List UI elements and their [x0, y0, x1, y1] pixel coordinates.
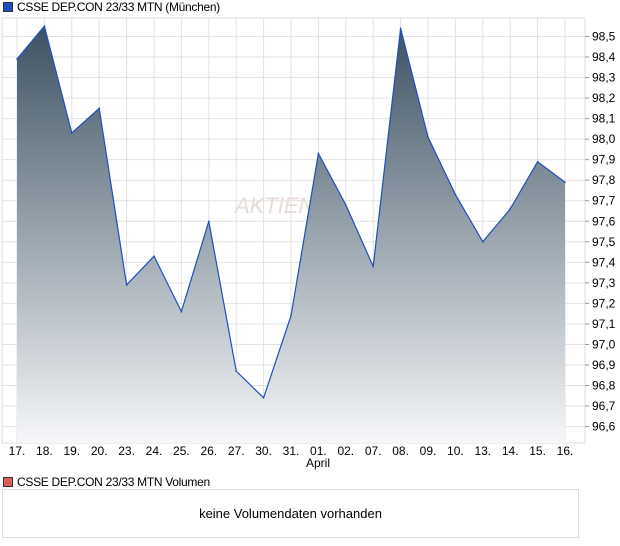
data-point — [509, 208, 512, 210]
x-tick-label: 17. — [9, 444, 26, 458]
data-point — [454, 193, 457, 196]
y-tick-label: 96,9 — [592, 358, 616, 372]
data-point — [208, 220, 210, 223]
volume-legend-label: CSSE DEP.CON 23/33 MTN Volumen — [17, 475, 210, 489]
watermark: AKTIEN — [233, 193, 315, 218]
x-tick-label: 18. — [36, 444, 53, 458]
data-point — [317, 152, 320, 155]
data-point — [153, 255, 155, 257]
data-point — [262, 397, 265, 399]
data-point — [180, 310, 183, 313]
y-tick-label: 97,7 — [592, 194, 616, 208]
x-tick-label: 07. — [365, 444, 382, 458]
y-tick-label: 97,3 — [592, 276, 616, 290]
month-label: April — [306, 456, 330, 470]
data-point — [235, 370, 237, 372]
y-tick-label: 98,1 — [592, 112, 616, 126]
price-legend: CSSE DEP.CON 23/33 MTN (München) — [3, 0, 220, 14]
x-tick-label: 08. — [392, 444, 409, 458]
price-chart: AKTIEN 98,5 98,4 98,3 98,2 98,1 98,0 97,9 97,8 9… — [1, 17, 616, 470]
data-point — [564, 181, 566, 184]
x-tick-label: 02. — [337, 444, 354, 458]
x-tick-label: 13. — [474, 444, 491, 458]
y-tick-label: 96,8 — [592, 379, 616, 393]
x-tick-label: 31. — [283, 444, 300, 458]
y-tick-label: 97,6 — [592, 214, 616, 228]
y-tick-label: 98,3 — [592, 71, 616, 85]
data-point — [372, 265, 375, 268]
data-point — [399, 27, 402, 30]
data-point — [482, 240, 484, 243]
y-tick-label: 97,5 — [592, 235, 616, 249]
data-point — [536, 160, 539, 163]
data-point — [98, 107, 100, 110]
x-tick-label: 09. — [420, 444, 437, 458]
y-tick-label: 96,7 — [592, 399, 616, 413]
x-tick-label: 10. — [447, 444, 464, 458]
y-tick-label: 97,1 — [592, 317, 616, 331]
y-tick-label: 97,0 — [592, 337, 616, 351]
price-legend-label: CSSE DEP.CON 23/33 MTN (München) — [17, 0, 220, 14]
volume-panel: keine Volumendaten vorhanden — [2, 489, 579, 538]
volume-legend-swatch — [3, 477, 13, 487]
x-tick-label: 19. — [63, 444, 80, 458]
price-area — [17, 26, 565, 444]
x-tick-label: 16. — [557, 444, 574, 458]
x-tick-label: 23. — [118, 444, 135, 458]
volume-legend: CSSE DEP.CON 23/33 MTN Volumen — [3, 475, 210, 489]
data-point — [345, 204, 347, 206]
data-point — [71, 132, 73, 134]
y-tick-label: 97,4 — [592, 255, 616, 269]
y-tick-label: 97,2 — [592, 296, 616, 310]
y-tick-label: 98,2 — [592, 91, 616, 105]
data-point — [427, 136, 429, 138]
x-tick-label: 01. — [310, 444, 327, 458]
x-tick-label: 26. — [200, 444, 217, 458]
data-point — [16, 58, 18, 60]
y-tick-label: 98,5 — [592, 29, 616, 43]
x-tick-label: 24. — [146, 444, 163, 458]
x-tick-label: 27. — [228, 444, 245, 458]
y-tick-label: 96,6 — [592, 420, 616, 434]
data-point — [43, 25, 46, 28]
data-point — [125, 284, 128, 286]
y-tick-label: 98,0 — [592, 132, 616, 146]
x-tick-label: 14. — [502, 444, 519, 458]
y-tick-label: 97,9 — [592, 153, 616, 167]
x-tick-label: 30. — [255, 444, 272, 458]
y-tick-label: 97,8 — [592, 173, 616, 187]
data-point — [290, 314, 292, 317]
x-tick-label: 20. — [91, 444, 108, 458]
y-tick-label: 98,4 — [592, 50, 616, 64]
x-tick-label: 25. — [173, 444, 190, 458]
volume-empty-text: keine Volumendaten vorhanden — [199, 506, 382, 521]
x-tick-label: 15. — [529, 444, 546, 458]
price-legend-swatch — [3, 2, 13, 12]
